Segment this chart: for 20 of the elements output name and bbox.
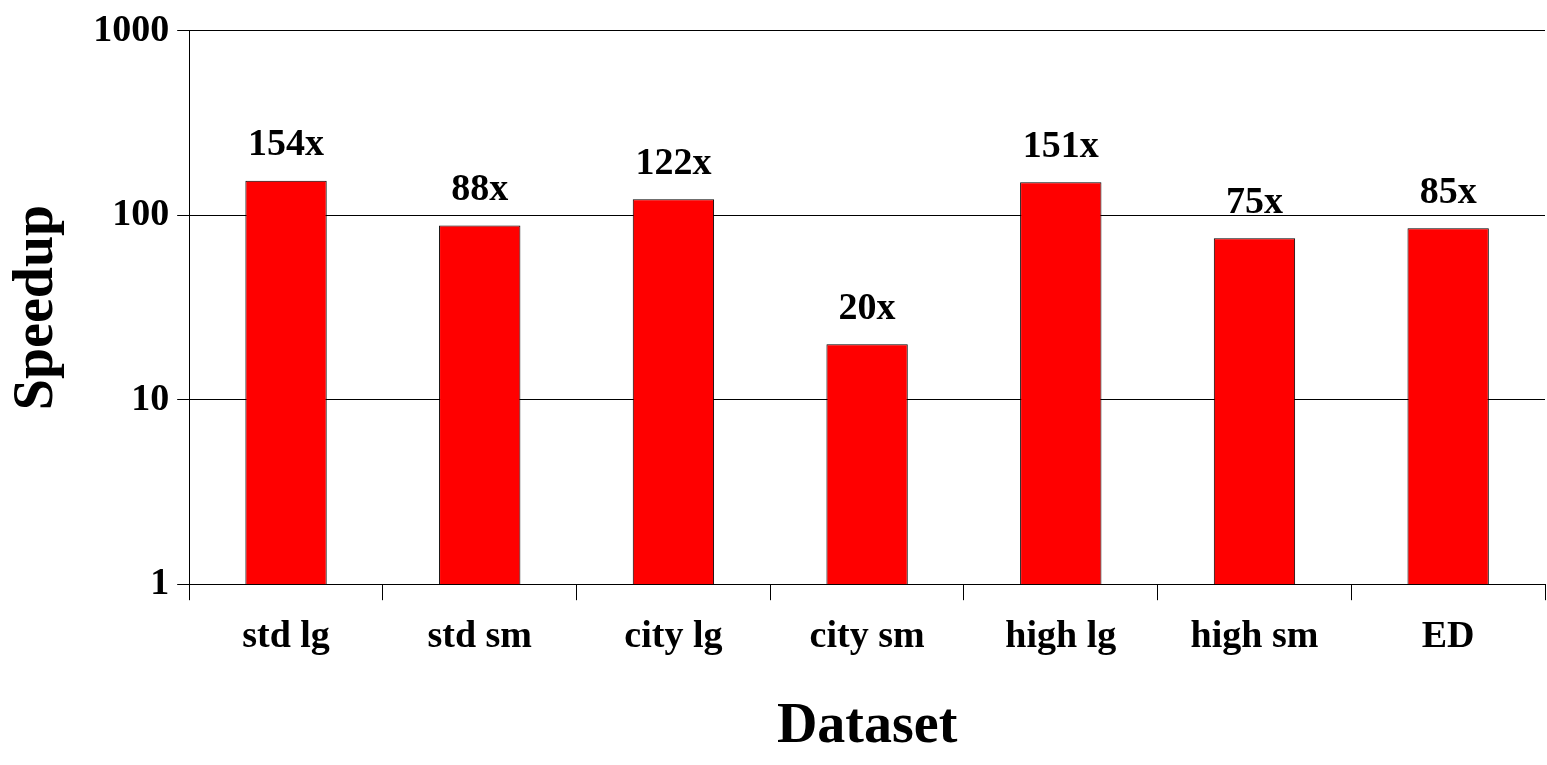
data-label: 151x — [1022, 123, 1099, 166]
x-axis-title: Dataset — [776, 691, 958, 754]
x-tick-label: ED — [1421, 612, 1475, 655]
y-tick-label: 10 — [131, 375, 170, 418]
data-label: 122x — [635, 140, 712, 183]
y-axis-title: Speedup — [2, 204, 65, 411]
x-tick-label: std sm — [427, 612, 532, 655]
data-label: 88x — [451, 166, 509, 209]
x-tick-label: high lg — [1005, 612, 1117, 655]
data-label: 20x — [838, 285, 896, 328]
x-tick-label: city lg — [624, 612, 723, 655]
data-label: 85x — [1419, 169, 1477, 212]
data-label: 75x — [1225, 179, 1283, 222]
x-tick-label: city sm — [809, 612, 925, 655]
y-tick-label: 100 — [112, 191, 170, 234]
x-tick-label: std lg — [242, 612, 330, 655]
y-tick-label: 1 — [150, 560, 170, 603]
x-tick-label: high sm — [1190, 612, 1319, 655]
data-label: 154x — [248, 121, 325, 164]
y-tick-label: 1000 — [93, 6, 170, 49]
